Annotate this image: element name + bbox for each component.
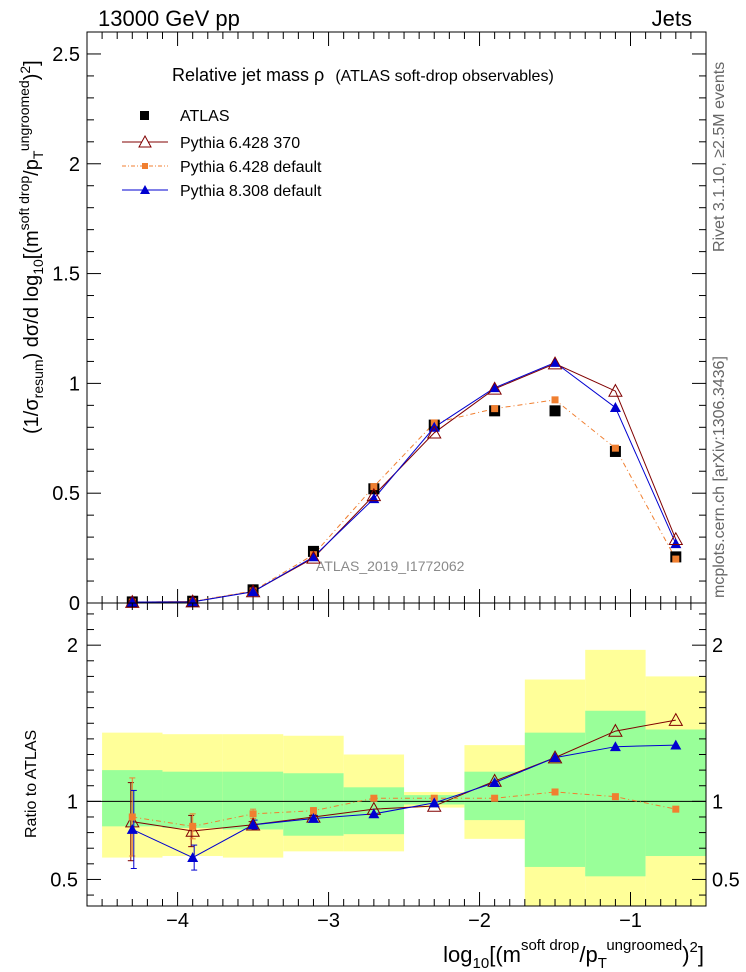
- ratio-pythia8-default-point: [549, 752, 561, 763]
- pythia8-default-point: [307, 551, 319, 562]
- ratio-pythia6-370-point: [608, 723, 623, 737]
- pythia8-default-point: [489, 382, 501, 393]
- main-panel: 0 0.5 1 1.5 2 2.5: [52, 31, 707, 615]
- pythia8-default-point: [549, 357, 561, 367]
- x-tick-label: −3: [317, 910, 340, 932]
- pythia6-370-point: [366, 487, 382, 502]
- ratio-pythia8-default-point: [307, 813, 319, 823]
- plot-title-main: Relative jet mass ρ: [172, 65, 324, 85]
- rivet-label: Rivet 3.1.10, ≥2.5M events: [711, 62, 728, 252]
- uncertainty-band-inner: [645, 729, 706, 857]
- uncertainty-band-inner: [283, 773, 344, 836]
- x-tick-label: −4: [166, 910, 189, 932]
- legend-marker-pythia8-default: [140, 185, 150, 194]
- ratio-series-line: [132, 791, 676, 827]
- pythia6-default-point: [611, 444, 619, 452]
- ratio-y-tick-label-right: 1: [712, 791, 723, 813]
- ratio-pythia6-370-point: [185, 823, 201, 837]
- ratio-pythia8-default-point: [368, 808, 380, 819]
- mcplots-label: mcplots.cern.ch [arXiv:1306.3436]: [711, 356, 728, 598]
- y-tick-label: 0: [69, 593, 80, 615]
- legend-marker-pythia6-default: [142, 163, 148, 169]
- x-axis-label: log10[(msoft drop/pTungroomed)2]: [443, 937, 704, 972]
- pythia6-370-point: [426, 425, 442, 439]
- pythia8-default-point: [670, 538, 682, 549]
- pythia6-370-point: [245, 584, 261, 598]
- ratio-pythia6-370-point: [547, 750, 563, 764]
- ratio-y-tick-label-right: 0.5: [712, 869, 740, 891]
- legend-marker-pythia6-370: [138, 134, 152, 148]
- series-line: [132, 361, 677, 603]
- pythia6-default-point: [551, 396, 559, 404]
- x-tick-label: −1: [619, 910, 642, 932]
- pythia6-default-point: [672, 555, 680, 563]
- ratio-series-line: [132, 719, 676, 832]
- analysis-watermark: ATLAS_2019_I1772062: [316, 558, 465, 574]
- ratio-pythia6-default-point: [611, 793, 619, 801]
- plot-title: Relative jet mass ρ (ATLAS soft-drop obs…: [172, 65, 554, 85]
- pythia6-370-point: [608, 383, 623, 397]
- ratio-pythia6-default-point: [309, 807, 317, 815]
- ratio-y-tick-label: 1: [67, 791, 78, 813]
- ratio-y-tick-label: 2: [67, 635, 78, 657]
- main-ylabel: (1/σresum) dσ/d log10[(msoft drop/pTungr…: [16, 60, 46, 434]
- ratio-pythia6-default-point: [128, 813, 136, 821]
- pythia6-default-point: [491, 405, 499, 413]
- ratio-pythia8-default-point: [428, 797, 440, 808]
- ratio-pythia8-default-point: [187, 852, 199, 862]
- plot-title-sub: (ATLAS soft-drop observables): [335, 68, 553, 85]
- ratio-pythia8-default-point: [670, 739, 682, 750]
- ratio-pythia8-default-point: [126, 823, 138, 834]
- legend-label-pythia8-default: Pythia 8.308 default: [180, 183, 322, 200]
- legend-marker-atlas: [140, 111, 149, 120]
- series-line: [132, 399, 677, 603]
- atlas-data-point: [549, 405, 561, 417]
- legend-label-atlas: ATLAS: [180, 108, 230, 125]
- y-tick-label: 1.5: [52, 264, 80, 286]
- pythia6-370-point: [306, 550, 321, 564]
- ratio-pythia6-default-point: [491, 794, 499, 802]
- y-tick-label: 0.5: [52, 483, 80, 505]
- ratio-ylabel: Ratio to ATLAS: [23, 730, 40, 838]
- header-process: Jets: [652, 6, 692, 31]
- ratio-pythia6-370-point: [245, 817, 261, 831]
- ratio-pythia8-default-point: [247, 819, 259, 830]
- pythia6-370-point: [487, 381, 502, 395]
- pythia6-370-point: [668, 531, 684, 546]
- y-tick-label: 2: [69, 154, 80, 176]
- pythia8-default-point: [247, 586, 259, 597]
- ratio-pythia6-370-point: [668, 712, 684, 726]
- y-tick-label: 1: [69, 373, 80, 395]
- y-tick-label: 2.5: [52, 44, 80, 66]
- ratio-series-line: [132, 744, 676, 859]
- pythia6-default-point: [370, 483, 378, 491]
- ratio-pythia6-default-point: [249, 810, 257, 818]
- ratio-pythia6-default-point: [189, 822, 197, 830]
- pythia8-default-point: [187, 596, 199, 607]
- header-energy: 13000 GeV pp: [98, 6, 240, 31]
- ratio-pythia8-default-point: [489, 777, 501, 788]
- pythia8-default-point: [609, 402, 621, 412]
- pythia6-370-point: [547, 356, 563, 370]
- ratio-pythia6-default-point: [370, 794, 378, 802]
- ratio-panel: −4 −3 −2 −1 0.5 0.5 1 1 2 2: [50, 602, 740, 932]
- legend-label-pythia6-default: Pythia 6.428 default: [180, 159, 322, 176]
- pythia8-default-point: [126, 596, 138, 607]
- legend-label-pythia6-370: Pythia 6.428 370: [180, 135, 300, 152]
- ratio-pythia8-default-point: [609, 741, 621, 752]
- ratio-pythia6-default-point: [672, 805, 680, 813]
- ratio-pythia6-default-point: [551, 788, 559, 796]
- x-tick-label: −2: [468, 910, 491, 932]
- ratio-y-tick-label: 0.5: [50, 869, 78, 891]
- legend: ATLAS Pythia 6.428 370 Pythia 6.428 defa…: [122, 108, 322, 200]
- ratio-y-tick-label-right: 2: [712, 635, 723, 657]
